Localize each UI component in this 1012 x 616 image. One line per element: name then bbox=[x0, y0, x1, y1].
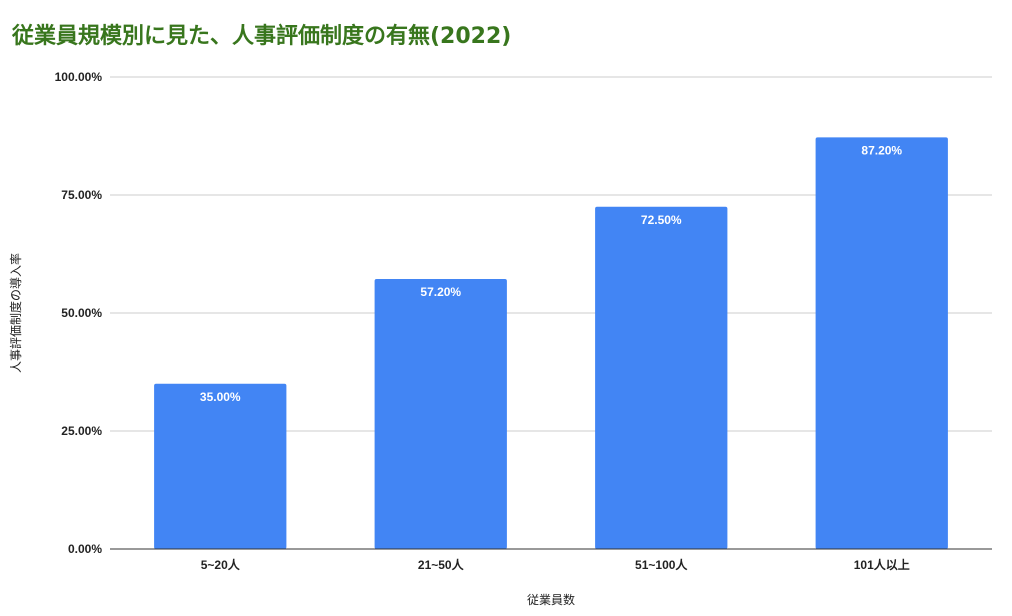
y-tick-label: 0.00% bbox=[68, 542, 102, 556]
x-tick-label: 101人以上 bbox=[854, 557, 910, 572]
y-tick-label: 75.00% bbox=[61, 188, 102, 202]
y-tick-label: 100.00% bbox=[55, 70, 103, 84]
x-axis-ticks: 5~20人 21~50人 51~100人 101人以上 bbox=[201, 557, 910, 572]
x-tick-label: 51~100人 bbox=[635, 557, 688, 572]
data-label: 72.50% bbox=[641, 213, 682, 227]
y-tick-label: 50.00% bbox=[61, 306, 102, 320]
y-axis-ticks: 0.00% 25.00% 50.00% 75.00% 100.00% bbox=[55, 70, 103, 556]
bar bbox=[374, 279, 507, 549]
bar bbox=[815, 137, 948, 549]
y-axis-title: 人事評価制度の導入率 bbox=[8, 253, 23, 373]
data-label: 87.20% bbox=[861, 143, 902, 157]
data-label: 35.00% bbox=[200, 390, 241, 404]
x-tick-label: 5~20人 bbox=[201, 557, 241, 572]
x-tick-label: 21~50人 bbox=[418, 557, 465, 572]
data-labels: 35.00% 57.20% 72.50% 87.20% bbox=[200, 143, 903, 403]
x-axis-title: 従業員数 bbox=[527, 592, 575, 607]
y-tick-label: 25.00% bbox=[61, 424, 102, 438]
bar bbox=[154, 383, 287, 549]
bar bbox=[595, 206, 728, 550]
bars bbox=[154, 137, 948, 550]
data-label: 57.20% bbox=[420, 285, 461, 299]
chart-title: 従業員規模別に見た、人事評価制度の有無(2022) bbox=[12, 24, 512, 49]
